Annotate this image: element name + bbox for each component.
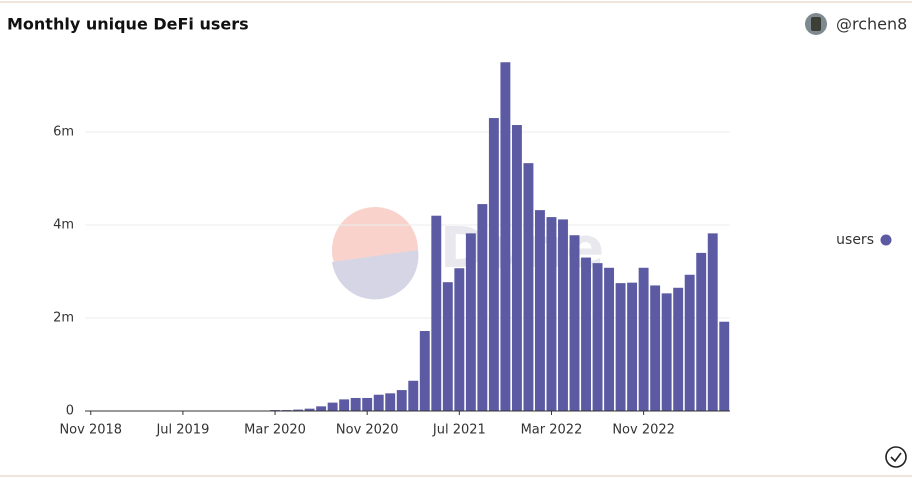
x-tick-label: Mar 2022 — [521, 423, 583, 438]
bar — [592, 263, 603, 411]
check-icon[interactable] — [885, 446, 907, 468]
bar — [385, 393, 396, 411]
bar — [293, 409, 304, 411]
x-tick-label: Mar 2020 — [244, 423, 306, 438]
bar — [373, 394, 384, 411]
x-tick-label: Nov 2020 — [336, 423, 399, 438]
bar — [339, 399, 350, 411]
bar — [511, 125, 522, 412]
x-tick-label: Jul 2019 — [155, 423, 209, 438]
y-tick-label: 4m — [53, 218, 74, 233]
check-icon — [890, 452, 902, 463]
bar — [558, 219, 568, 411]
bar — [431, 215, 442, 411]
bar — [535, 210, 545, 411]
y-tick-label: 6m — [53, 125, 74, 140]
bar — [673, 287, 684, 411]
bar — [419, 331, 430, 411]
bar — [396, 390, 407, 411]
bar — [650, 285, 661, 411]
x-tick-label: Nov 2022 — [612, 423, 675, 438]
x-tick-label: Jul 2021 — [432, 423, 486, 438]
legend-label: users — [836, 232, 874, 248]
bar — [627, 282, 638, 411]
bar — [488, 118, 499, 412]
bar — [408, 380, 419, 411]
bar — [661, 293, 672, 411]
avatar-figure — [811, 17, 821, 31]
bar — [500, 62, 511, 411]
bar — [316, 406, 327, 411]
bar — [615, 283, 626, 411]
bar — [604, 267, 615, 411]
bar — [707, 233, 718, 411]
bar — [362, 397, 373, 411]
watermark: Dune — [440, 216, 604, 281]
bar — [454, 268, 465, 411]
bar — [696, 252, 707, 411]
bar — [569, 235, 580, 411]
bar — [638, 267, 649, 411]
author[interactable]: @rchen8 — [836, 15, 907, 34]
bar — [477, 204, 488, 411]
bar — [304, 408, 315, 411]
bar — [465, 233, 476, 411]
bar — [350, 397, 361, 411]
bar — [523, 163, 534, 411]
x-tick-label: Nov 2018 — [59, 423, 122, 438]
y-tick-label: 0 — [66, 404, 74, 419]
chart-title: Monthly unique DeFi users — [7, 15, 249, 34]
bar — [442, 282, 453, 411]
watermark-logo — [332, 250, 419, 300]
bar — [719, 321, 730, 411]
legend-swatch — [880, 234, 892, 246]
bar — [546, 217, 557, 411]
bar — [327, 402, 338, 411]
bar — [581, 257, 591, 411]
bar — [684, 274, 695, 411]
y-tick-label: 2m — [53, 311, 74, 326]
